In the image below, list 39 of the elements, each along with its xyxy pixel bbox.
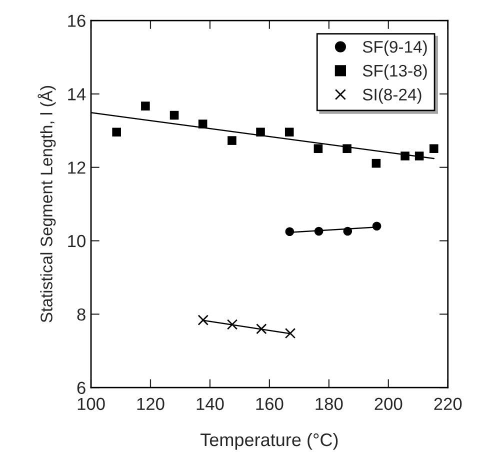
x-tick-label: 220 (434, 398, 462, 410)
point (284, 128, 294, 137)
point (429, 144, 438, 154)
legend-label: SF(9-14) (362, 40, 427, 56)
point (372, 222, 382, 230)
x-tick-label: 140 (196, 398, 224, 410)
point (314, 226, 324, 236)
point (228, 136, 236, 145)
point (372, 158, 381, 168)
point (141, 102, 150, 110)
legend-label: SI(8-24) (362, 88, 422, 104)
y-tick-label: 10 (68, 234, 86, 248)
y-tick-label: 16 (68, 14, 86, 27)
point (284, 328, 296, 339)
point (314, 144, 323, 154)
y-axis-title: Statistical Segment Length, l (Å) (38, 86, 56, 322)
point (400, 152, 410, 160)
point (343, 226, 352, 236)
point (285, 227, 294, 236)
point (198, 120, 208, 128)
point (256, 128, 265, 137)
x-tick-label: 100 (78, 398, 105, 410)
point (198, 314, 208, 326)
point (226, 319, 238, 330)
x-tick-label: 160 (256, 398, 284, 410)
y-tick-label: 6 (77, 382, 86, 394)
x-tick-label: 200 (374, 398, 402, 410)
y-tick-label: 14 (68, 88, 86, 100)
x-tick-label: 180 (316, 398, 343, 410)
point (256, 324, 267, 334)
legend-label: SF(13-8) (362, 64, 427, 80)
point (112, 128, 121, 137)
y-tick-label: 8 (77, 308, 86, 321)
point (342, 144, 352, 154)
y-tick-label: 12 (68, 162, 86, 174)
x-tick-label: 120 (137, 398, 164, 410)
point (170, 110, 179, 120)
x-axis-title: Temperature (°C) (200, 432, 338, 450)
point (414, 152, 424, 160)
